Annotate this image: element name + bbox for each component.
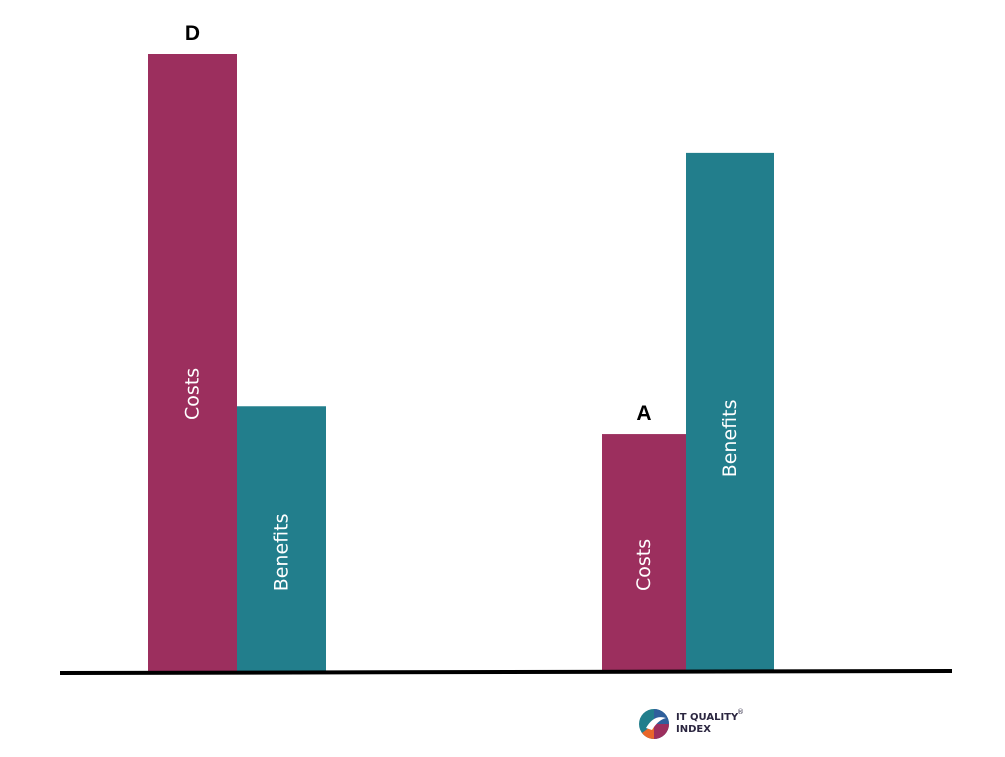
bar-label-costs-a: Costs	[633, 539, 655, 591]
labels-group: Costs Benefits D Costs Benefits A	[182, 22, 742, 591]
category-label-d: D	[185, 22, 200, 45]
bars-group	[148, 54, 774, 672]
bar-benefits-a	[686, 152, 774, 672]
bar-costs-a	[602, 434, 686, 672]
x-axis-line	[59, 669, 953, 675]
category-label-a: A	[636, 402, 651, 425]
bar-label-benefits-a: Benefits	[719, 400, 741, 478]
bar-label-costs-d: Costs	[182, 368, 204, 420]
logo-mark-icon	[639, 709, 669, 739]
logo-wordmark: IT QUALITY INDEX	[676, 712, 738, 736]
it-quality-index-logo: IT QUALITY INDEX ®	[636, 706, 744, 742]
bar-benefits-d	[237, 406, 326, 672]
registered-mark: ®	[737, 708, 744, 716]
bar-label-benefits-d: Benefits	[271, 514, 293, 592]
logo-line-2: INDEX	[676, 724, 711, 735]
bar-costs-d	[148, 54, 237, 672]
logo-line-1: IT QUALITY	[676, 712, 739, 723]
